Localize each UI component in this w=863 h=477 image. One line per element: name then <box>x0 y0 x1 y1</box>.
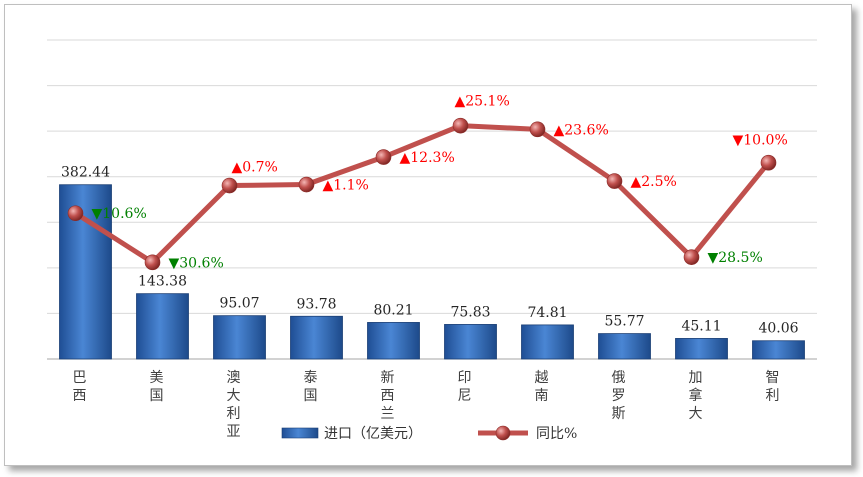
bar-value-label: 55.77 <box>604 314 644 330</box>
yoy-point <box>529 121 546 138</box>
yoy-point <box>67 205 84 222</box>
bar-value-label: 143.38 <box>138 274 187 290</box>
pct-label: ▲23.6% <box>554 122 609 138</box>
bar <box>367 322 420 360</box>
legend-bar-label: 进口（亿美元） <box>324 426 422 442</box>
bar-value-label: 95.07 <box>219 296 259 312</box>
category-label: 美国 <box>150 370 164 404</box>
bar <box>752 340 805 360</box>
bar-value-label: 93.78 <box>296 296 336 312</box>
pct-label: ▼28.5% <box>708 250 763 266</box>
bar-value-label: 45.11 <box>681 318 721 334</box>
yoy-point <box>375 149 392 165</box>
category-label: 泰国 <box>304 370 318 404</box>
category-label: 越南 <box>535 370 549 404</box>
bar-value-label: 80.21 <box>373 302 413 318</box>
pct-label: ▼10.0% <box>733 133 788 149</box>
pct-label: ▲12.3% <box>400 150 455 166</box>
bar-value-label: 74.81 <box>527 305 567 321</box>
pct-label: ▲1.1% <box>323 178 369 194</box>
pct-label: ▲0.7% <box>232 160 278 176</box>
bar <box>598 333 651 360</box>
legend-line-label: 同比% <box>536 426 577 442</box>
category-label: 新西兰 <box>381 370 395 422</box>
pct-label: ▼30.6% <box>169 255 224 271</box>
bar-value-label: 40.06 <box>758 321 798 337</box>
bar <box>444 324 497 360</box>
category-label: 澳大利亚 <box>227 370 241 440</box>
yoy-point <box>221 177 238 194</box>
pct-label: ▲25.1% <box>455 94 510 110</box>
legend-line-marker <box>495 425 511 441</box>
category-label: 印尼 <box>458 370 472 404</box>
category-label: 俄罗斯 <box>612 370 626 422</box>
legend-bar-swatch <box>281 427 319 439</box>
bar-value-label: 382.44 <box>61 165 110 181</box>
bar <box>675 338 728 360</box>
bar <box>213 315 266 360</box>
bar <box>136 293 189 360</box>
yoy-point <box>606 173 623 189</box>
pct-label: ▲2.5% <box>631 174 677 190</box>
bar <box>521 324 574 360</box>
yoy-point <box>760 154 777 171</box>
bar <box>290 315 343 360</box>
yoy-point <box>144 254 161 271</box>
yoy-line <box>73 123 771 265</box>
bar-value-label: 75.83 <box>450 304 490 320</box>
category-label: 智利 <box>766 370 780 404</box>
yoy-point <box>452 117 469 134</box>
category-label: 巴西 <box>73 370 87 404</box>
category-label: 加拿大 <box>689 370 703 422</box>
pct-label: ▼10.6% <box>92 206 147 222</box>
yoy-point <box>298 176 315 193</box>
yoy-point <box>683 249 700 265</box>
